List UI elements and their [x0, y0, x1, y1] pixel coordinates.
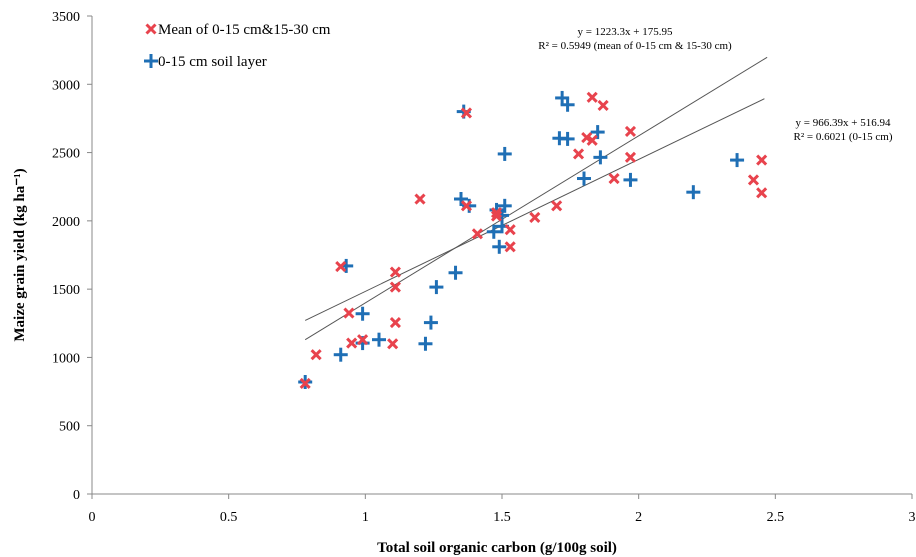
point-0-15cm: [423, 315, 438, 330]
r2-0-15cm: R² = 0.6021 (0-15 cm): [793, 131, 892, 143]
point-mean: [608, 172, 620, 185]
axes: [91, 16, 912, 495]
point-mean: [343, 307, 355, 319]
point-mean: [414, 193, 426, 205]
point-mean: [529, 211, 541, 224]
legend-marker-0-15cm: [144, 54, 158, 68]
point-mean: [460, 107, 473, 119]
x-tick-label: 1.5: [493, 510, 511, 525]
y-tick-label: 500: [59, 420, 80, 435]
point-0-15cm: [454, 192, 468, 207]
point-mean: [310, 349, 322, 361]
point-0-15cm: [686, 185, 701, 200]
data-points: [298, 90, 768, 390]
equation-mean: y = 1223.3x + 175.95: [578, 26, 673, 38]
point-mean: [624, 125, 637, 137]
point-mean: [389, 281, 401, 293]
point-mean: [586, 134, 598, 146]
point-0-15cm: [730, 153, 745, 168]
point-mean: [581, 131, 593, 144]
equation-0-15cm: y = 966.39x + 516.94: [796, 117, 891, 129]
point-mean: [756, 154, 768, 166]
x-axis-label: Total soil organic carbon (g/100g soil): [377, 540, 617, 556]
point-mean: [460, 200, 473, 212]
point-0-15cm: [372, 332, 386, 347]
point-0-15cm: [560, 97, 575, 112]
x-tick-label: 2: [635, 510, 642, 525]
y-tick-label: 3500: [52, 10, 80, 25]
point-mean: [572, 148, 585, 160]
x-tick-label: 3: [909, 510, 916, 525]
point-mean: [504, 241, 516, 253]
point-mean: [586, 91, 598, 103]
x-tick-label: 1: [362, 510, 369, 525]
point-mean: [335, 261, 347, 273]
point-0-15cm: [497, 146, 512, 161]
y-tick-label: 3000: [52, 78, 80, 93]
y-tick-label: 0: [73, 488, 80, 503]
point-mean: [756, 187, 768, 199]
x-tick-labels: 0 0.5 1 1.5 2 2.5 3: [89, 494, 916, 525]
point-0-15cm: [333, 347, 348, 362]
x-tick-label: 2.5: [767, 510, 785, 525]
trendline-0: [304, 56, 768, 341]
point-mean: [624, 151, 637, 163]
y-tick-label: 1000: [52, 351, 80, 366]
point-mean: [299, 377, 311, 389]
point-0-15cm: [448, 265, 463, 280]
point-mean: [389, 266, 401, 278]
point-mean: [551, 200, 563, 212]
point-0-15cm: [497, 198, 512, 213]
y-tick-label: 1500: [52, 283, 80, 298]
point-mean: [471, 228, 483, 240]
y-axis-label: Maize grain yield (kg ha⁻¹): [12, 168, 28, 341]
trendlines: [304, 56, 768, 341]
trendline-annotations: y = 1223.3x + 175.95 R² = 0.5949 (mean o…: [538, 26, 893, 143]
point-mean: [747, 174, 760, 186]
y-tick-label: 2000: [52, 215, 80, 230]
legend-label-0-15cm: 0-15 cm soil layer: [158, 54, 267, 70]
point-0-15cm: [486, 224, 501, 239]
x-tick-label: 0.5: [220, 510, 238, 525]
point-0-15cm: [462, 198, 477, 213]
x-tick-label: 0: [89, 510, 96, 525]
point-0-15cm: [560, 131, 575, 146]
point-mean: [387, 338, 399, 350]
legend-plus-marker: [144, 54, 158, 68]
r2-mean: R² = 0.5949 (mean of 0-15 cm & 15-30 cm): [538, 40, 732, 52]
legend-x-marker: [145, 23, 157, 35]
legend-label-mean: Mean of 0-15 cm&15-30 cm: [158, 22, 331, 38]
point-0-15cm: [577, 171, 591, 186]
legend-marker-mean: [145, 23, 157, 35]
point-0-15cm: [429, 280, 444, 295]
point-mean: [597, 99, 609, 112]
point-mean: [357, 334, 369, 346]
trendline-1: [304, 98, 765, 321]
point-mean: [490, 207, 503, 219]
point-0-15cm: [355, 306, 370, 321]
point-0-15cm: [492, 239, 507, 254]
point-mean: [346, 337, 358, 349]
point-mean: [389, 317, 401, 329]
y-tick-labels: 0 500 1000 1500 2000 2500 3000 3500: [52, 10, 92, 503]
legend: Mean of 0-15 cm&15-30 cm 0-15 cm soil la…: [144, 22, 331, 70]
point-mean: [490, 210, 503, 222]
point-0-15cm: [590, 125, 605, 140]
point-0-15cm: [418, 336, 433, 351]
point-0-15cm: [593, 150, 608, 165]
point-0-15cm: [623, 172, 638, 187]
point-mean: [504, 224, 516, 236]
y-tick-label: 2500: [52, 147, 80, 162]
